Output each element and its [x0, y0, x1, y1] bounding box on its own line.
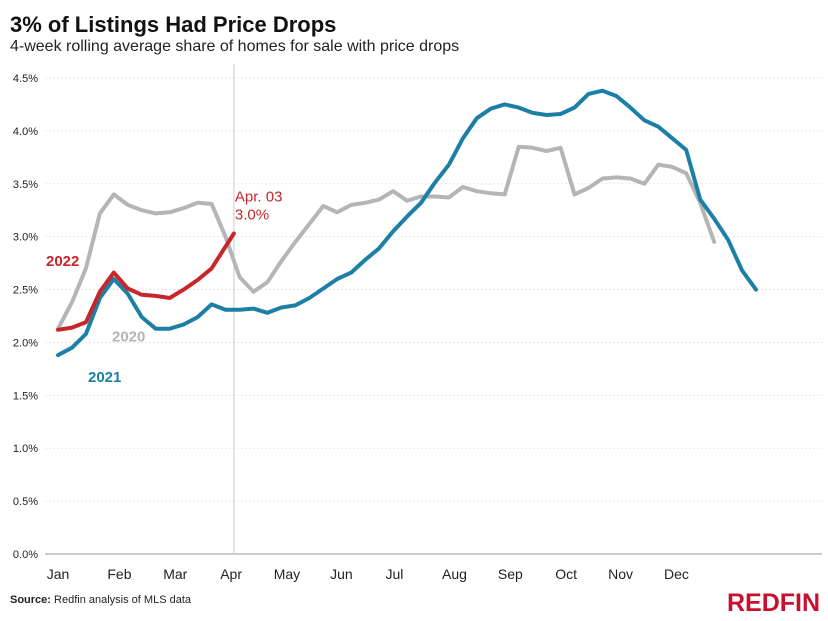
x-axis-ticks: Jan Feb Mar Apr May Jun Jul Aug Sep Oct Nov Dec — [47, 566, 689, 582]
y-tick-label: 3.5% — [13, 179, 38, 191]
x-tick-label: Apr — [220, 566, 242, 582]
x-tick-label: Mar — [163, 566, 187, 582]
y-tick-label: 1.5% — [13, 390, 38, 402]
y-tick-label: 4.5% — [13, 73, 38, 85]
series-label-2022: 2022 — [46, 253, 79, 270]
source-note: Source: Redfin analysis of MLS data — [10, 594, 191, 606]
redfin-logo: REDFIN — [727, 589, 821, 617]
series-line-2020 — [56, 144, 717, 331]
x-tick-label: May — [274, 566, 300, 582]
series-label-2020: 2020 — [112, 329, 145, 346]
y-tick-label: 1.0% — [13, 443, 38, 455]
series-label-2021: 2021 — [88, 369, 121, 386]
series-lines — [56, 88, 758, 358]
x-tick-label: Aug — [442, 566, 467, 582]
y-tick-label: 2.5% — [13, 285, 38, 297]
annotation-date: Apr. 03 — [235, 188, 283, 205]
x-tick-label: Jan — [47, 566, 70, 582]
x-tick-label: Dec — [664, 566, 689, 582]
y-tick-label: 2.0% — [13, 337, 38, 349]
x-tick-label: Sep — [498, 566, 523, 582]
x-tick-label: Jul — [386, 566, 404, 582]
y-tick-label: 0.5% — [13, 496, 38, 508]
annotation-value: 3.0% — [235, 206, 269, 223]
y-axis-ticks: 0.0% 0.5% 1.0% 1.5% 2.0% 2.5% 3.0% 3.5% 4.0% 4.5% — [13, 73, 38, 561]
y-tick-label: 4.0% — [13, 126, 38, 138]
chart-subtitle: 4-week rolling average share of homes fo… — [10, 38, 460, 55]
x-tick-label: Oct — [555, 566, 577, 582]
y-tick-label: 0.0% — [13, 549, 38, 561]
gridlines — [45, 77, 822, 555]
y-tick-label: 3.0% — [13, 232, 38, 244]
chart-title: 3% of Listings Had Price Drops — [10, 12, 337, 37]
x-tick-label: Jun — [330, 566, 353, 582]
source-label: Source: — [10, 594, 51, 606]
x-tick-label: Feb — [107, 566, 131, 582]
source-text: Redfin analysis of MLS data — [54, 594, 191, 606]
series-line-2021 — [56, 88, 758, 358]
series-line-2022 — [56, 231, 236, 332]
x-tick-label: Nov — [608, 566, 633, 582]
